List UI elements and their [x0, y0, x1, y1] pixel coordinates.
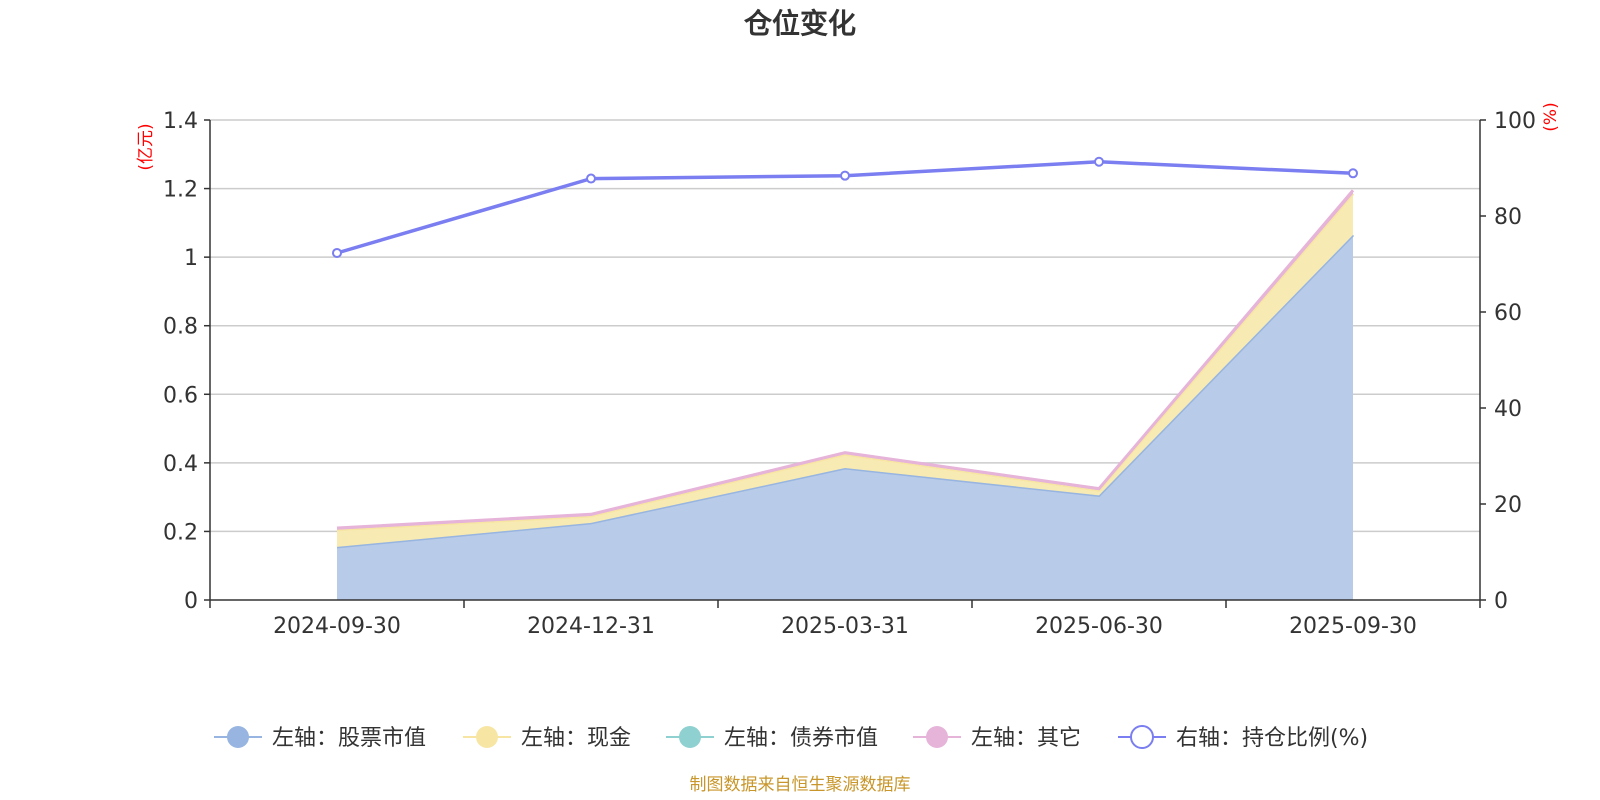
ratio-point: [1348, 168, 1358, 179]
legend-label: 左轴：债券市值: [724, 726, 878, 751]
legend-label: 左轴：股票市值: [272, 726, 426, 751]
ratio-point: [332, 247, 342, 258]
ratio-point: [1094, 156, 1104, 167]
legend-item: 左轴：股票市值: [214, 726, 426, 751]
left-axis-tick-label: 0.6: [163, 383, 198, 408]
legend-label: 右轴：持仓比例(%): [1176, 726, 1368, 751]
right-axis-tick-label: 20: [1494, 493, 1522, 518]
x-axis-tick-label: 2025-09-30: [1289, 614, 1417, 639]
right-axis-tick-label: 80: [1494, 205, 1522, 230]
stacked-areas: [336, 189, 1355, 600]
left-axis-tick-label: 0.8: [163, 315, 198, 340]
legend-marker: [1130, 725, 1154, 749]
legend-item: 右轴：持仓比例(%): [1118, 725, 1368, 751]
grid-lines: [210, 119, 1480, 533]
data-source-note: 制图数据来自恒生聚源数据库: [690, 775, 911, 795]
left-axis-tick-label: 1.4: [163, 109, 198, 134]
right-axis-unit: (%): [1541, 102, 1561, 131]
axes: 0 0.2 0.4 0.6 0.8 1 1.2 1.4 0 20 40 60 80 100 2024-09-…: [163, 109, 1536, 639]
legend-item: 左轴：债券市值: [666, 726, 878, 751]
legend-marker: [227, 726, 249, 748]
x-axis-tick-label: 2024-09-30: [273, 614, 401, 639]
left-axis-tick-label: 0.2: [163, 520, 198, 545]
right-axis-tick-label: 0: [1494, 589, 1508, 614]
right-axis-tick-label: 40: [1494, 397, 1522, 422]
area-edge-3: [336, 189, 1355, 530]
legend-marker: [476, 726, 498, 748]
x-axis-tick-label: 2024-12-31: [527, 614, 655, 639]
x-axis-tick-label: 2025-03-31: [781, 614, 909, 639]
right-axis-tick-label: 100: [1494, 109, 1536, 134]
holding-ratio-line: [332, 156, 1358, 258]
right-axis-tick-label: 60: [1494, 301, 1522, 326]
chart-title: 仓位变化: [744, 7, 856, 40]
legend-item: 左轴：现金: [463, 726, 631, 751]
left-axis-tick-label: 1: [184, 246, 198, 271]
legend: 左轴：股票市值 左轴：现金 左轴：债券市值 左轴：其它 右轴：持仓比例(%): [214, 725, 1368, 751]
legend-label: 左轴：现金: [521, 726, 631, 751]
left-axis-tick-label: 0: [184, 589, 198, 614]
legend-marker: [926, 726, 948, 748]
legend-label: 左轴：其它: [971, 726, 1081, 751]
area-0: [337, 234, 1353, 600]
left-axis-tick-label: 1.2: [163, 178, 198, 203]
legend-marker: [679, 726, 701, 748]
x-axis-tick-label: 2025-06-30: [1035, 614, 1163, 639]
left-axis-tick-label: 0.4: [163, 452, 198, 477]
left-axis-unit: (亿元): [136, 123, 156, 170]
ratio-point: [840, 170, 850, 181]
legend-item: 左轴：其它: [913, 726, 1081, 751]
ratio-point: [586, 173, 596, 184]
